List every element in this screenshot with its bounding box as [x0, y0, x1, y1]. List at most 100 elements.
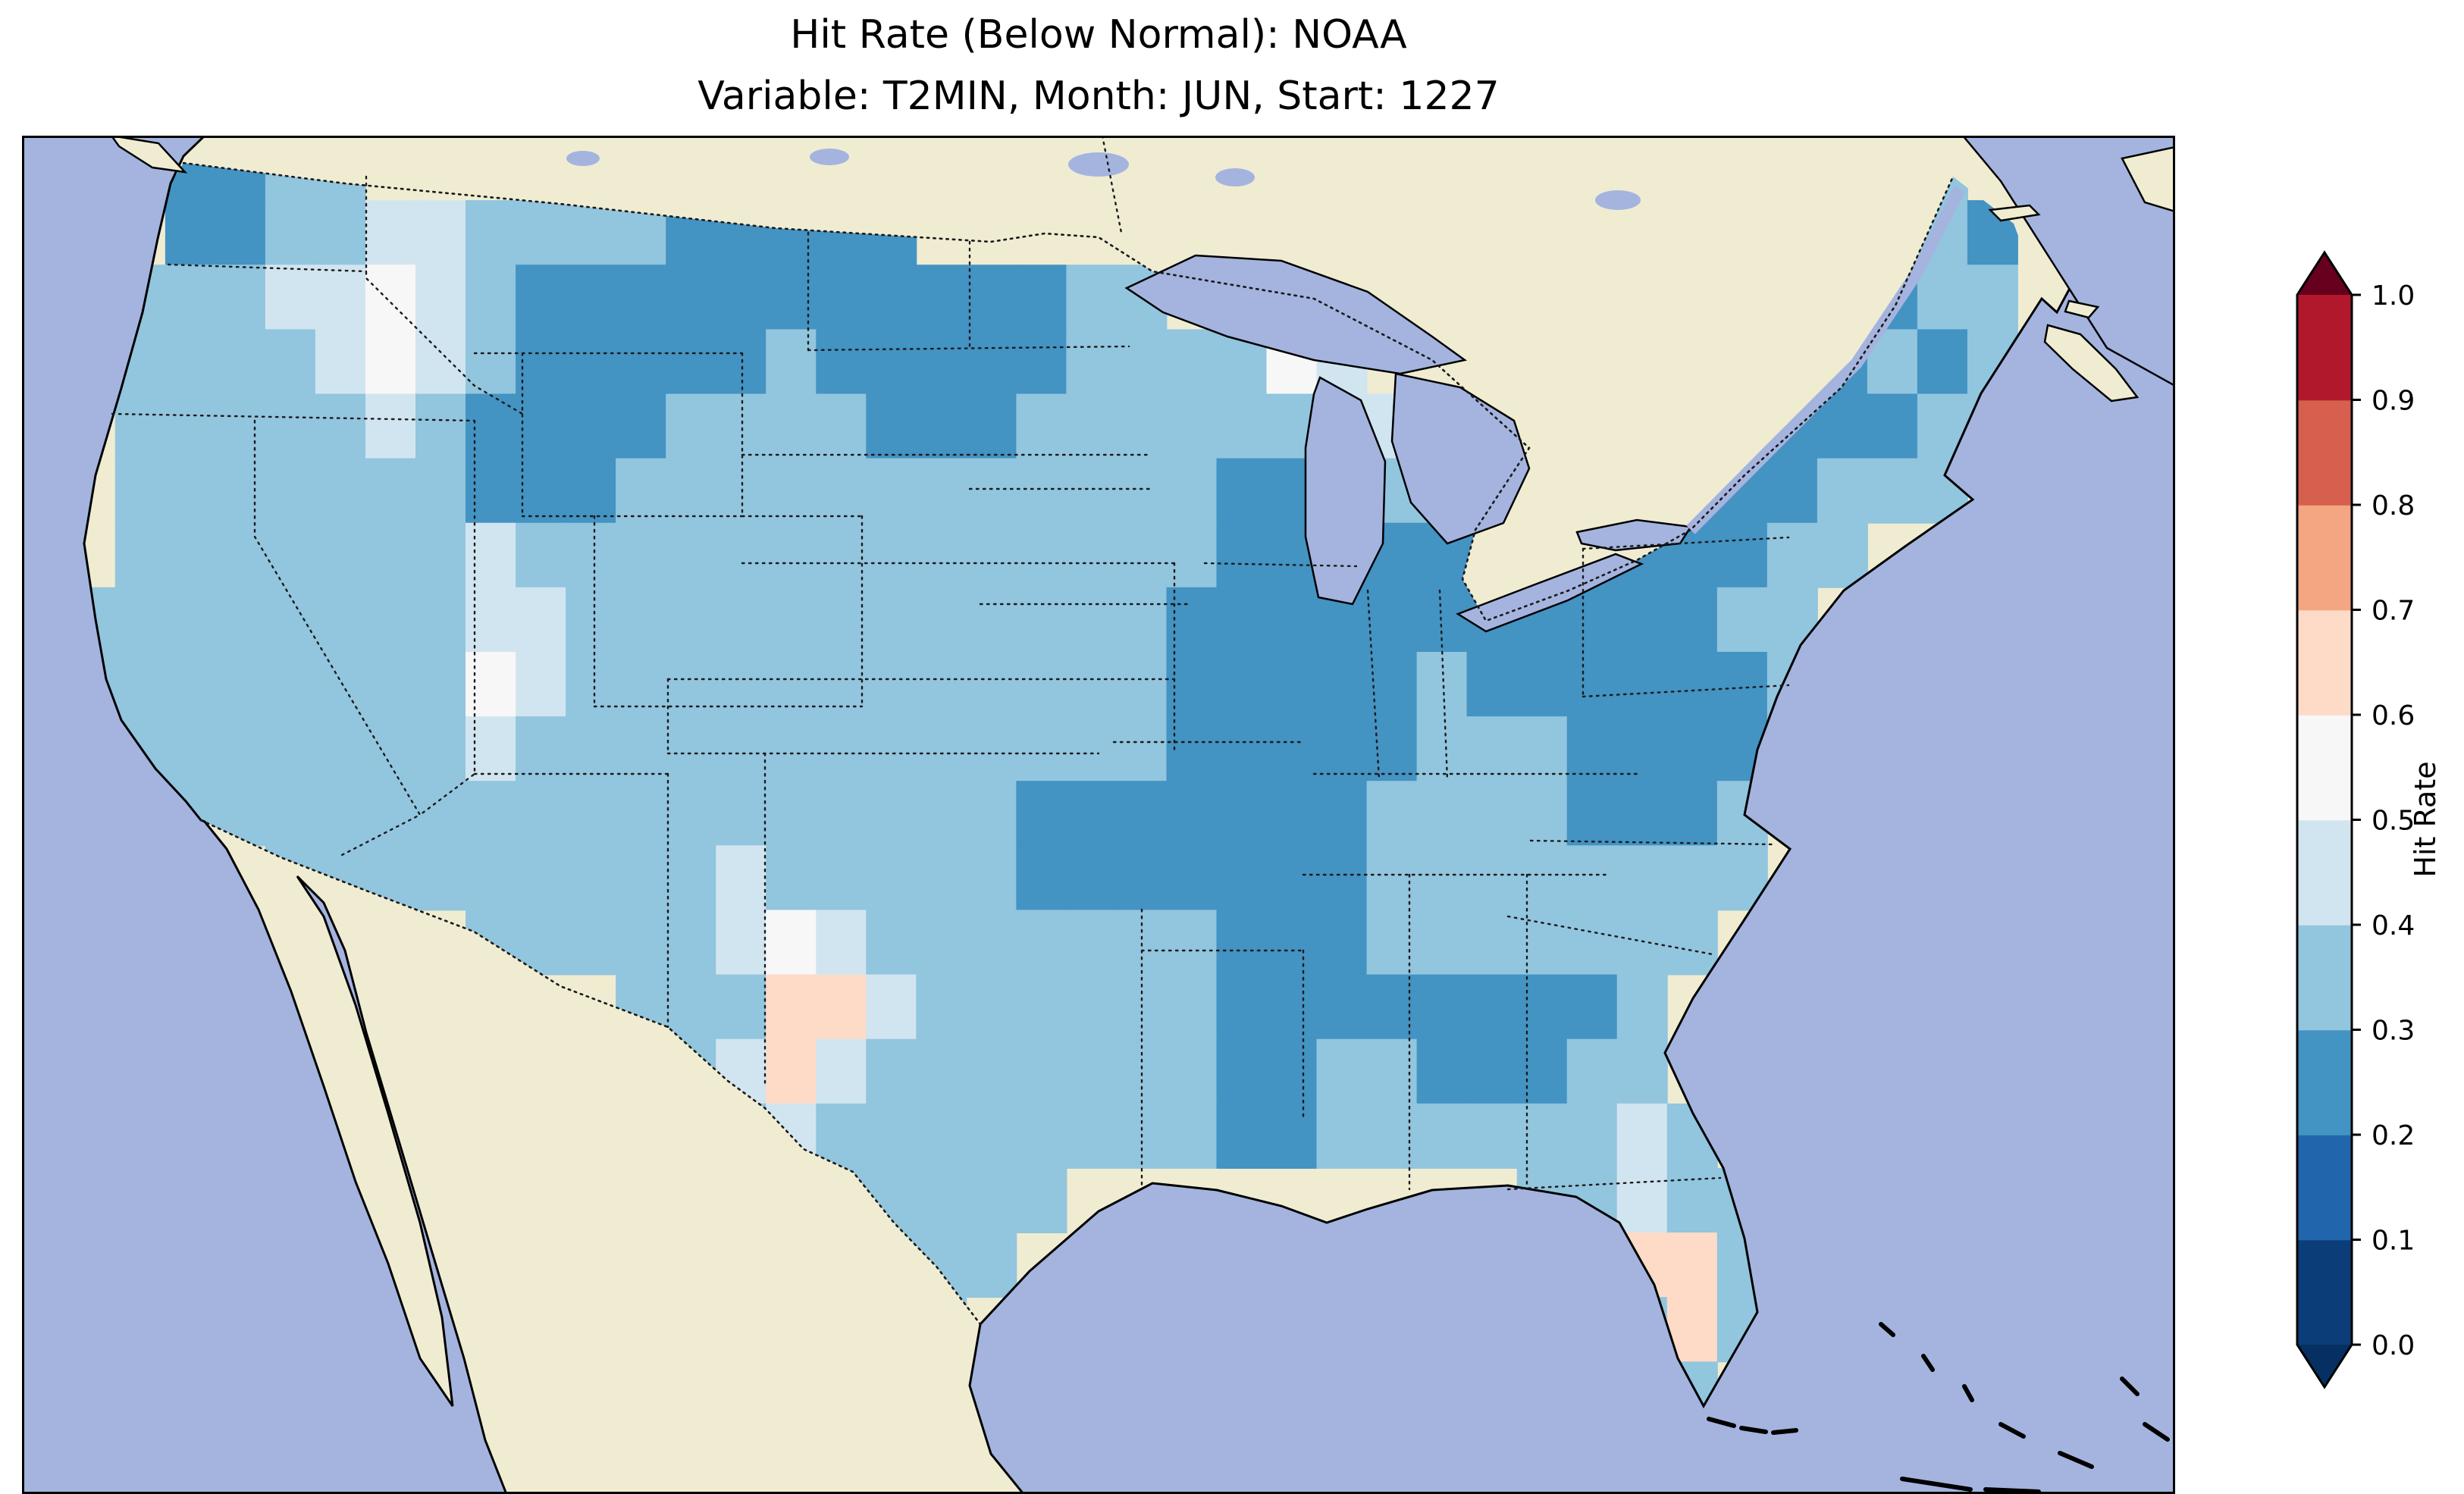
heatmap-cell [916, 265, 967, 330]
title-line2: Variable: T2MIN, Month: JUN, Start: 1227 [698, 73, 1500, 119]
heatmap-cell [315, 265, 366, 330]
canada-border [182, 161, 1955, 622]
heatmap-cell [616, 329, 667, 395]
heatmap-cell [1016, 522, 1067, 588]
heatmap-cell [816, 845, 867, 911]
heatmap-cell [966, 393, 1017, 459]
colorbar-tick-label: 0.1 [2372, 1226, 2415, 1257]
heatmap-cell [566, 200, 617, 266]
heatmap-cell [415, 329, 466, 395]
colorbar: 0.0 0.1 0.2 0.3 0.4 0.5 0.6 0.7 0.8 0.9 1.0 Hit Ra… [2296, 250, 2442, 1389]
heatmap-cell [265, 265, 316, 330]
heatmap-cell [265, 200, 316, 266]
heatmap-cell [516, 587, 567, 653]
heatmap-cell [1266, 845, 1318, 911]
heatmap-cell [616, 522, 667, 588]
heatmap-cell [265, 458, 316, 524]
colorbar-tick-label: 1.0 [2372, 280, 2415, 312]
heatmap-cell [666, 974, 717, 1040]
heatmap-cell [616, 781, 667, 847]
heatmap-cell [1016, 652, 1067, 718]
heatmap-cell [365, 522, 416, 588]
heatmap-cell [666, 393, 717, 459]
heatmap-cell [716, 910, 767, 976]
prince-edward-island [2064, 299, 2100, 319]
heatmap-cell [1266, 781, 1318, 847]
heatmap-cell [816, 781, 867, 847]
heatmap-cell [1316, 652, 1368, 718]
heatmap-cell [566, 716, 617, 782]
heatmap-cell [1016, 265, 1067, 330]
heatmap-cell [816, 910, 867, 976]
heatmap-cell [1166, 845, 1218, 911]
heatmap-cell [165, 652, 216, 718]
heatmap-cell [1216, 587, 1268, 653]
heatmap-cell [916, 1038, 967, 1104]
heatmap-cell [1166, 974, 1218, 1040]
heatmap-cell [816, 393, 867, 459]
heatmap-cell [966, 587, 1017, 653]
heatmap-cell [1166, 1038, 1218, 1104]
heatmap-cell [1416, 587, 1468, 653]
heatmap-cell [916, 393, 967, 459]
heatmap-cell [1016, 329, 1067, 395]
heatmap-cell [566, 845, 617, 911]
colorbar-label: Hit Rate [2409, 761, 2442, 877]
nova-scotia [2043, 324, 2140, 402]
heatmap-cell [516, 329, 567, 395]
heatmap-cell [1066, 393, 1118, 459]
heatmap-cell [966, 458, 1017, 524]
heatmap-cell [1166, 458, 1218, 524]
heatmap-cell [516, 652, 567, 718]
heatmap-cell [816, 265, 867, 330]
heatmap-cell [1967, 265, 2018, 330]
heatmap-cell [315, 652, 366, 718]
heatmap-cell [1266, 974, 1318, 1040]
heatmap-cell [1266, 1038, 1318, 1104]
heatmap-cell [365, 716, 416, 782]
heatmap-cell [165, 265, 216, 330]
heatmap-cell [1817, 393, 1868, 459]
heatmap-cell [1116, 781, 1168, 847]
heatmap-cell [1066, 910, 1118, 976]
heatmap-cell [1566, 587, 1618, 653]
heatmap-cell [716, 587, 767, 653]
heatmap-cell [1066, 1103, 1118, 1169]
heatmap-cell [1016, 1167, 1067, 1233]
heatmap-cell [566, 265, 617, 330]
heatmap-cell [766, 845, 817, 911]
heatmap-cell [666, 265, 717, 330]
heatmap-cell [1016, 974, 1067, 1040]
heatmap-cell [466, 329, 516, 395]
heatmap-cell [1016, 781, 1067, 847]
heatmap-cell [415, 522, 466, 588]
title-line1: Hit Rate (Below Normal): NOAA [790, 12, 1407, 58]
heatmap-cell [265, 522, 316, 588]
heatmap-cell [1466, 652, 1518, 718]
heatmap-cell [866, 522, 917, 588]
heatmap-cell [1216, 1103, 1268, 1169]
heatmap-cell [215, 587, 266, 653]
heatmap-cell [466, 200, 516, 266]
heatmap-cell [1466, 716, 1518, 782]
heatmap-cell [1616, 1167, 1668, 1233]
heatmap-cell [1416, 781, 1468, 847]
heatmap-cell [1516, 1038, 1568, 1104]
heatmap-cell [1416, 652, 1468, 718]
heatmap-cell [165, 522, 216, 588]
heatmap-cell [1066, 845, 1118, 911]
heatmap-cell [1066, 1038, 1118, 1104]
heatmap-cell [1817, 522, 1868, 588]
heatmap-cell [516, 781, 567, 847]
heatmap-cell [165, 458, 216, 524]
atlantic-islands [110, 136, 2175, 402]
heatmap-cell [916, 652, 967, 718]
heatmap-cell [1416, 910, 1468, 976]
lake-erie [1456, 553, 1644, 633]
heatmap-cell [315, 458, 366, 524]
heatmap-cell [766, 587, 817, 653]
lake-michigan [1304, 376, 1387, 606]
heatmap-cell [716, 393, 767, 459]
heatmap-cell [1116, 522, 1168, 588]
map-panel [22, 136, 2175, 1494]
